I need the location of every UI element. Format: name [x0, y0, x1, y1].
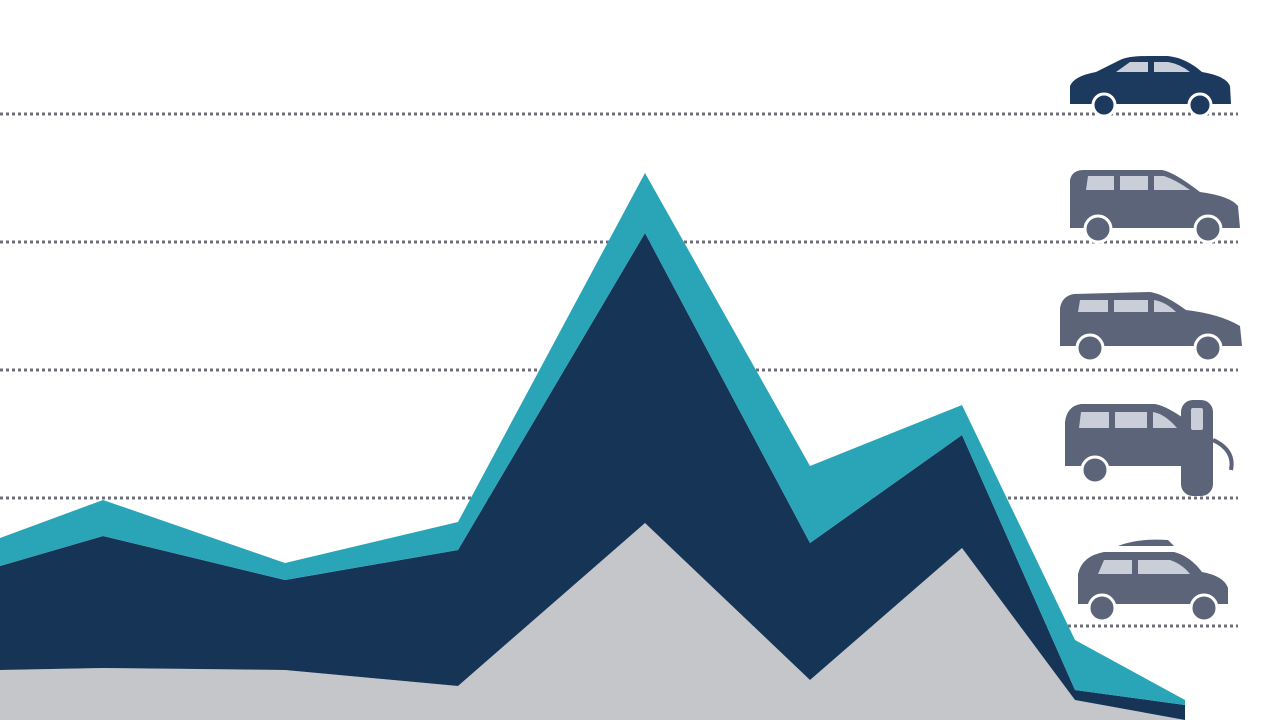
area [0, 173, 1185, 705]
area [0, 523, 1185, 720]
suv-icon [1070, 170, 1240, 244]
area [0, 233, 1185, 720]
sedan-icon [1070, 56, 1231, 118]
ev-icon [1065, 400, 1234, 496]
vehicle-icons [1060, 56, 1242, 623]
roof-box-icon [1078, 539, 1228, 623]
crossover-icon [1060, 292, 1242, 363]
areas [0, 173, 1185, 720]
